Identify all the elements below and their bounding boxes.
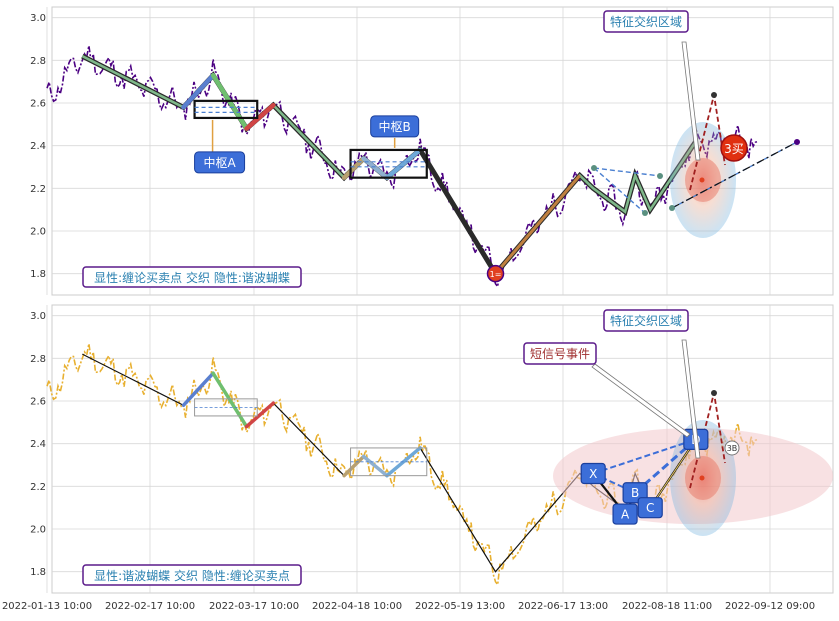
label-zhongshu-b: 中枢B (379, 119, 411, 134)
short-signal-label: 短信号事件 (530, 347, 590, 361)
spike-point (711, 92, 717, 98)
x-tick-label: 2022-02-17 10:00 (105, 601, 195, 612)
buy3-label: 3买 (724, 142, 744, 156)
butterfly-label-b: B (631, 486, 639, 500)
mark-3b-circle (724, 440, 740, 456)
y-tick-label: 2.4 (30, 439, 46, 450)
callout-arrow (591, 363, 691, 438)
zigzag-segment (181, 371, 215, 408)
x-tick-label: 2022-04-18 10:00 (312, 601, 402, 612)
y-tick-label: 2.2 (30, 482, 46, 493)
caption-box (82, 266, 302, 288)
zigzag-segment (342, 454, 366, 478)
end-point (794, 139, 800, 145)
y-tick-label: 2.4 (30, 141, 46, 152)
butterfly-point-a (612, 503, 638, 525)
bi-segment (384, 147, 423, 180)
harmonic-line (593, 167, 661, 177)
short-signal-label-box (523, 342, 597, 365)
x-tick-label: 2022-03-17 10:00 (209, 601, 299, 612)
pivot-point (699, 177, 705, 183)
spike-point (711, 390, 717, 396)
harmonic-line (593, 167, 646, 214)
caption-box (82, 564, 302, 586)
y-tick-label: 2.0 (30, 227, 46, 238)
y-tick-label: 2.0 (30, 525, 46, 536)
x-tick-label: 2022-01-13 10:00 (2, 601, 92, 612)
butterfly-point-x (580, 462, 606, 485)
feature-region-label-box (603, 10, 689, 33)
panel-caption: 显性:缠论买卖点 交织 隐性:谐波蝴蝶 (94, 270, 290, 285)
y-tick-label: 3.0 (30, 13, 46, 24)
x-tick-label: 2022-09-12 09:00 (725, 601, 815, 612)
zigzag-segment (244, 401, 276, 429)
bi-segment (418, 149, 497, 275)
pivot-point (669, 205, 675, 211)
y-tick-label: 2.8 (30, 56, 46, 67)
callout-arrow (681, 339, 701, 459)
y-tick-label: 3.0 (30, 311, 46, 322)
buy3-marker (720, 134, 748, 162)
zigzag-segment (211, 371, 249, 429)
y-tick-label: 2.2 (30, 184, 46, 195)
callout-arrow (681, 41, 701, 161)
chart-panel-2: 3.02.82.62.42.22.01.83BXABCD特征交织区域短信号事件显… (30, 304, 834, 594)
harmonic-line-dashdot (671, 141, 798, 209)
butterfly-point-c (637, 497, 663, 519)
buy1-marker (486, 264, 505, 283)
butterfly-label-a: A (621, 508, 630, 522)
feature-region-label: 特征交织区域 (610, 14, 682, 29)
feature-region-label-box (603, 309, 689, 332)
pivot-point (699, 475, 705, 481)
panel-caption: 显性:谐波蝴蝶 交织 隐性:缠论买卖点 (94, 568, 290, 583)
bi-segment (244, 102, 276, 131)
y-tick-label: 2.6 (30, 99, 46, 110)
pivot-point (642, 210, 648, 216)
zhongshu-box (349, 148, 428, 179)
butterfly-label-c: C (646, 501, 654, 515)
bi-segment (181, 73, 216, 110)
chart-panel-1: 3.0 2.8 2.6 2.4 2.2 2.0 1.8 中枢A 中枢B 1= 3买 特征交织区域显性:… (30, 6, 834, 296)
x-tick-label: 2022-08-18 11:00 (622, 601, 712, 612)
butterfly-label-x: X (589, 467, 597, 481)
label-zhongshu-a: 中枢A (203, 155, 236, 170)
label-zhongshu-a-box (194, 151, 246, 174)
x-tick-label: 2022-06-17 13:00 (518, 601, 608, 612)
y-tick-label: 1.8 (30, 567, 46, 578)
pivot-point (657, 173, 663, 179)
feature-region-label: 特征交织区域 (610, 313, 682, 328)
zhongshu-box (193, 99, 259, 120)
zigzag-segment (361, 454, 389, 478)
y-tick-label: 2.8 (30, 354, 46, 365)
bi-segment (494, 174, 581, 275)
buy1-label: 1= (490, 270, 502, 279)
butterfly-xd (592, 438, 697, 475)
y-tick-label: 2.6 (30, 397, 46, 408)
x-axis: 2022-01-13 10:00 2022-02-17 10:00 2022-03-… (2, 601, 815, 612)
x-tick-label: 2022-05-19 13:00 (415, 601, 505, 612)
mark-3b-label: 3B (727, 444, 738, 453)
label-zhongshu-b-box (370, 115, 420, 138)
y-tick-label: 1.8 (30, 269, 46, 280)
pivot-point (591, 165, 597, 171)
